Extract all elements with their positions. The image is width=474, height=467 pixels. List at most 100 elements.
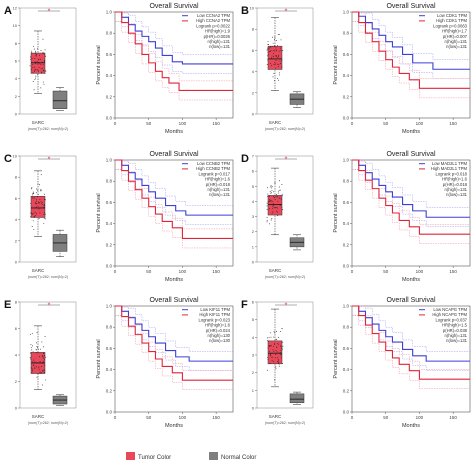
tumor-sample-point [36, 48, 38, 50]
survival-stat-label: p(HR)=0.018 [206, 182, 231, 187]
survival-x-tick-label: 100 [416, 415, 424, 420]
box-n-label: (num(T)=262; num(N)=2) [265, 127, 305, 131]
tumor-sample-point [275, 55, 277, 57]
tumor-sample-point [275, 49, 277, 51]
box-y-tick-label: 0 [15, 406, 18, 411]
tumor-sample-point [35, 213, 37, 215]
tumor-sample-point [40, 87, 42, 89]
tumor-sample-point [30, 353, 32, 355]
survival-legend-entry: Low NCAPG TPM [433, 307, 467, 312]
survival-x-tick-label: 100 [179, 121, 187, 126]
survival-x-tick-label: 150 [449, 269, 457, 274]
tumor-sample-point [30, 58, 32, 60]
tumor-sample-point [41, 366, 42, 367]
tumor-sample-point [44, 53, 46, 55]
tumor-sample-point [273, 55, 275, 57]
tumor-sample-point [267, 51, 269, 53]
tumor-sample-point [278, 66, 279, 68]
tumor-sample-point [33, 45, 35, 47]
survival-y-tick-label: 0.2 [106, 94, 113, 99]
tumor-sample-point [34, 368, 36, 369]
tumor-sample-point [32, 213, 34, 215]
tumor-sample-point [273, 39, 275, 41]
survival-x-tick-label: 50 [383, 415, 389, 420]
tumor-sample-point [33, 359, 35, 361]
tumor-sample-point [278, 63, 280, 65]
tumor-sample-point [277, 56, 279, 58]
survival-high-line [352, 11, 470, 89]
box-y-tick-label: 6 [15, 196, 18, 201]
tumor-sample-point [30, 188, 32, 190]
survival-frame [114, 305, 234, 413]
tumor-sample-point [267, 193, 269, 195]
survival-y-tick-label: 0.8 [106, 179, 113, 184]
tumor-sample-point [266, 369, 268, 371]
survival-x-tick-label: 0 [114, 415, 117, 420]
box-y-tick-label: 10 [13, 154, 18, 159]
tumor-sample-point [267, 49, 269, 50]
tumor-sample-point [278, 33, 280, 35]
survival-y-tick-label: 0.2 [343, 94, 350, 99]
box-y-tick-label: 0 [252, 406, 255, 411]
box-y-tick-label: 0 [15, 112, 18, 117]
tumor-sample-point [40, 189, 42, 190]
tumor-box [267, 195, 283, 216]
tumor-sample-point [273, 361, 275, 363]
significance-star: * [285, 303, 288, 310]
tumor-sample-point [280, 63, 282, 64]
box-y-tick-label: 8 [15, 300, 18, 305]
box-n-label: (num(T)=262; num(N)=2) [28, 127, 68, 131]
survival-low-ci-upper [115, 159, 233, 206]
tumor-sample-point [281, 195, 283, 197]
tumor-sample-point [278, 363, 280, 365]
tumor-sample-point [36, 68, 38, 70]
tumor-sample-point [277, 63, 279, 65]
tumor-sample-point [40, 68, 42, 70]
tumor-sample-point [279, 354, 281, 356]
survival-x-tick-label: 0 [351, 269, 354, 274]
survival-y-tick-label: 1.0 [343, 304, 350, 309]
box-y-tick-label: 3 [252, 214, 255, 219]
tumor-sample-point [273, 63, 275, 65]
box-y-tick-label: 6 [252, 169, 255, 174]
survival-legend-entry: High MAD2L1 TPM [431, 166, 468, 171]
tumor-sample-point [281, 328, 283, 330]
survival-y-tick-label: 0.2 [106, 388, 113, 393]
tumor-sample-point [35, 352, 37, 354]
box-y-tick-label: 0 [252, 112, 255, 117]
tumor-box [267, 45, 283, 70]
panel-letter: F [241, 299, 248, 311]
box-n-label: (num(T)=262; num(N)=2) [28, 275, 68, 279]
panel-d: D 0 1 2 3 4 5 6 7 * SARC (num(T)=262; num(N)=2) Over… [241, 151, 471, 283]
tumor-sample-point [280, 50, 282, 52]
survival-low-line [115, 11, 233, 65]
tumor-sample-point [272, 205, 274, 207]
box-y-tick-label: 2 [252, 370, 255, 375]
significance-star: * [48, 9, 51, 16]
tumor-sample-point [280, 198, 282, 200]
tumor-sample-point [279, 204, 281, 206]
tumor-sample-point [35, 75, 37, 77]
tumor-sample-point [42, 70, 44, 72]
survival-x-label: Months [402, 277, 420, 283]
tumor-sample-point [278, 50, 280, 52]
tumor-sample-point [44, 379, 46, 381]
tumor-sample-point [275, 47, 277, 49]
tumor-sample-point [32, 351, 34, 353]
tumor-sample-point [31, 371, 33, 373]
box-y-tick-label: 6 [15, 59, 18, 64]
tumor-sample-point [38, 54, 40, 56]
box-y-tick-label: 6 [252, 48, 255, 53]
tumor-sample-point [268, 44, 269, 46]
tumor-sample-point [281, 207, 283, 209]
survival-frame [351, 11, 471, 119]
tumor-sample-point [278, 72, 280, 74]
tumor-sample-point [43, 352, 45, 354]
box-y-tick-label: 4 [15, 217, 18, 222]
survival-y-label: Percent survival [96, 45, 102, 84]
legend-tumor-label: Tumor Color [138, 455, 171, 461]
tumor-sample-point [270, 191, 272, 193]
tumor-sample-point [269, 332, 271, 334]
survival-y-tick-label: 0.0 [106, 264, 113, 269]
tumor-sample-point [37, 70, 39, 71]
